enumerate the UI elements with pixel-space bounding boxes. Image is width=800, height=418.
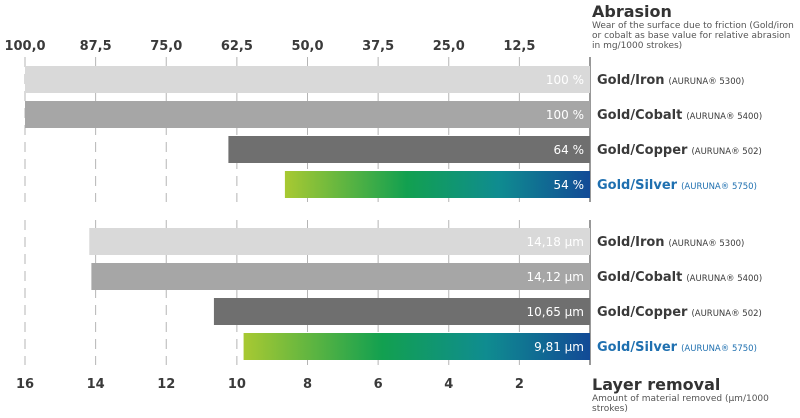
abrasion-bar	[25, 101, 590, 128]
layer-removal-bar-value-label: 9,81 µm	[534, 340, 584, 354]
layer-removal-tick-label: 10	[228, 377, 246, 392]
abrasion-tick-label: 100,0	[4, 39, 45, 54]
abrasion-bar-value-label: 54 %	[554, 178, 585, 192]
layer-removal-tick-label: 6	[374, 377, 383, 392]
layer-removal-bar	[243, 333, 590, 360]
abrasion-tick-label: 12,5	[503, 39, 535, 54]
abrasion-subtitle: Wear of the surface due to friction (Gol…	[592, 21, 794, 51]
layer-removal-category-label: Gold/Iron (AURUNA® 5300)	[597, 235, 744, 250]
abrasion-category-label: Gold/Copper (AURUNA® 502)	[597, 143, 762, 158]
abrasion-bar	[228, 136, 590, 163]
abrasion-tick-label: 50,0	[291, 39, 323, 54]
layer-removal-tick-label: 14	[87, 377, 105, 392]
layer-removal-tick-label: 16	[16, 377, 34, 392]
layer-removal-bar	[89, 228, 591, 255]
abrasion-tick-label: 62,5	[221, 39, 253, 54]
layer-removal-bar	[213, 298, 590, 325]
layer-removal-title: Layer removal	[592, 375, 721, 394]
layer-removal-bar-value-label: 10,65 µm	[527, 305, 585, 319]
abrasion-category-label: Gold/Iron (AURUNA® 5300)	[597, 73, 744, 88]
abrasion-bar	[284, 171, 590, 198]
layer-removal-tick-label: 2	[515, 377, 524, 392]
abrasion-category-label: Gold/Cobalt (AURUNA® 5400)	[597, 108, 762, 123]
abrasion-bar	[25, 66, 590, 93]
abrasion-category-label: Gold/Silver (AURUNA® 5750)	[597, 178, 757, 193]
abrasion-title: Abrasion	[592, 2, 672, 21]
abrasion-bar-value-label: 100 %	[546, 73, 584, 87]
layer-removal-bar-value-label: 14,12 µm	[527, 270, 585, 284]
layer-removal-tick-label: 8	[303, 377, 312, 392]
layer-removal-category-label: Gold/Copper (AURUNA® 502)	[597, 305, 762, 320]
abrasion-tick-label: 75,0	[150, 39, 182, 54]
abrasion-tick-label: 87,5	[80, 39, 112, 54]
layer-removal-tick-label: 12	[157, 377, 175, 392]
abrasion-tick-label: 37,5	[362, 39, 394, 54]
layer-removal-category-label: Gold/Cobalt (AURUNA® 5400)	[597, 270, 762, 285]
layer-removal-category-label: Gold/Silver (AURUNA® 5750)	[597, 340, 757, 355]
layer-removal-tick-label: 4	[444, 377, 453, 392]
layer-removal-bar-value-label: 14,18 µm	[527, 235, 585, 249]
layer-removal-subtitle: Amount of material removed (µm/1000 stro…	[592, 394, 769, 414]
abrasion-tick-label: 25,0	[433, 39, 465, 54]
layer-removal-bar	[91, 263, 590, 290]
abrasion-bar-value-label: 100 %	[546, 108, 584, 122]
abrasion-bar-value-label: 64 %	[554, 143, 585, 157]
